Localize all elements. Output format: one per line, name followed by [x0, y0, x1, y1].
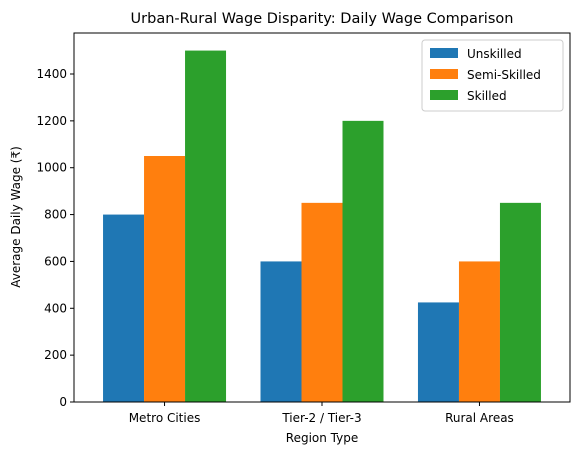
y-tick-label: 400: [44, 301, 67, 315]
legend-swatch: [430, 90, 458, 100]
y-tick-label: 0: [59, 395, 67, 409]
bar-semi-skilled-0: [144, 156, 186, 402]
x-tick-label: Metro Cities: [129, 411, 201, 425]
y-tick-label: 600: [44, 254, 67, 268]
y-tick-label: 1200: [36, 114, 67, 128]
legend-label: Semi-Skilled: [467, 68, 541, 82]
bars-layer: [103, 50, 541, 402]
bar-semi-skilled-2: [458, 261, 500, 402]
bar-skilled-1: [342, 120, 384, 402]
x-axis-label: Region Type: [286, 431, 358, 445]
y-axis-label: Average Daily Wage (₹): [9, 146, 23, 288]
bar-skilled-0: [185, 50, 227, 402]
legend-swatch: [430, 69, 458, 79]
y-tick-label: 1400: [36, 67, 67, 81]
bar-semi-skilled-1: [301, 202, 343, 402]
bar-unskilled-0: [103, 214, 145, 402]
legend-swatch: [430, 48, 458, 58]
y-tick-label: 200: [44, 348, 67, 362]
x-tick-label: Tier-2 / Tier-3: [281, 411, 361, 425]
bar-skilled-2: [499, 202, 541, 402]
bar-unskilled-1: [260, 261, 302, 402]
legend: Unskilled Semi-Skilled Skilled: [421, 39, 564, 112]
y-axis: 0 200 400 600 800 1000 1200 1400: [36, 67, 74, 409]
x-axis: Metro Cities Tier-2 / Tier-3 Rural Areas: [129, 402, 514, 425]
y-tick-label: 800: [44, 208, 67, 222]
bar-unskilled-2: [417, 302, 459, 402]
y-tick-label: 1000: [36, 161, 67, 175]
legend-label: Skilled: [467, 89, 507, 103]
x-tick-label: Rural Areas: [445, 411, 514, 425]
legend-label: Unskilled: [467, 47, 522, 61]
chart-title: Urban-Rural Wage Disparity: Daily Wage C…: [131, 11, 514, 27]
